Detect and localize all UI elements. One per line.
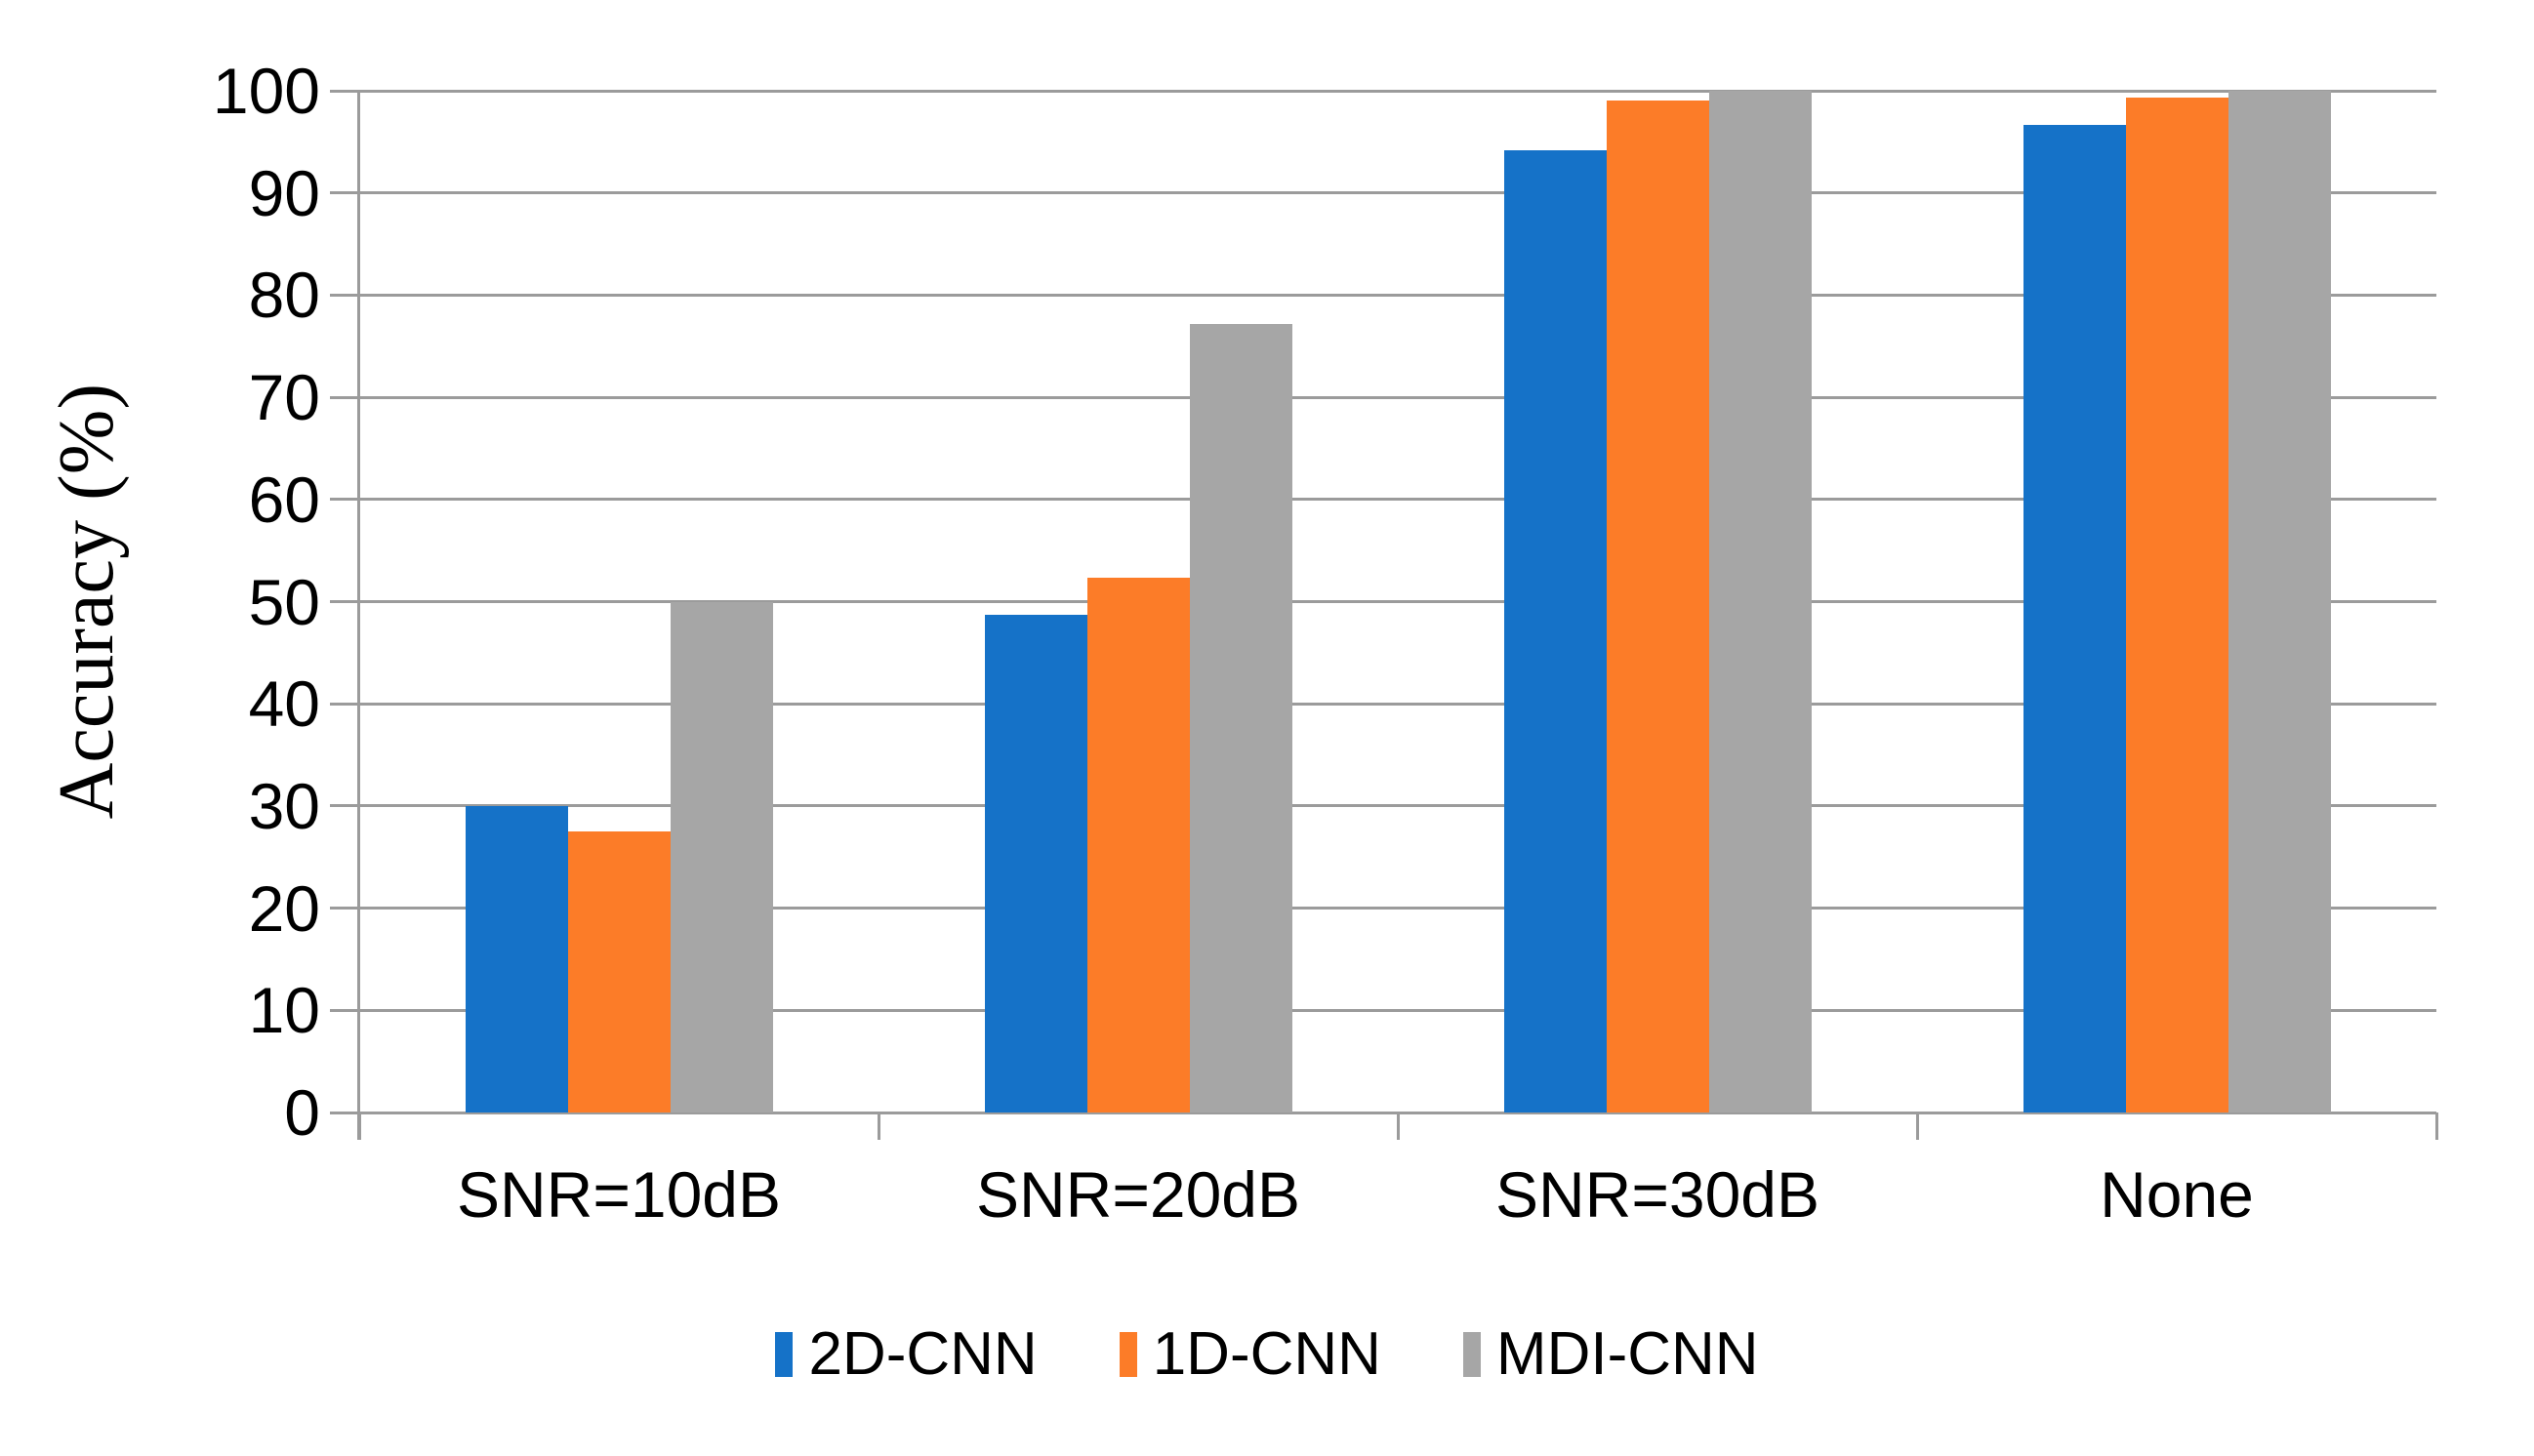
bar-2d-cnn-snr-30db — [1503, 149, 1607, 1112]
x-axis-boundary-tick — [1396, 1112, 1400, 1140]
bar-mdi-cnn-snr-30db — [1708, 91, 1812, 1112]
legend-swatch-1d-cnn — [1119, 1331, 1137, 1377]
x-axis-label-snr-30db: SNR=30dB — [1494, 1158, 1820, 1231]
plot-area: 0 10 20 30 40 50 60 70 80 90 100 — [213, 57, 2438, 1147]
legend-item-1d-cnn: 1D-CNN — [1119, 1319, 1381, 1389]
legend-label-2d-cnn: 2D-CNN — [808, 1320, 1038, 1388]
gridline-y-20 — [359, 907, 2436, 910]
legend-swatch-2d-cnn — [775, 1331, 794, 1377]
gridline-y-30 — [359, 804, 2436, 808]
y-axis-tick-80 — [330, 293, 362, 297]
bar-group-snr-20db — [879, 91, 1398, 1112]
bar-2d-cnn-snr-20db — [984, 615, 1087, 1112]
x-axis-boundary-tick — [2434, 1112, 2438, 1140]
y-axis-tick-label: 10 — [248, 974, 320, 1047]
y-axis-tick-label: 90 — [248, 156, 320, 229]
x-axis-boundary-tick — [357, 1112, 361, 1140]
bar-mdi-cnn-none — [2227, 91, 2331, 1112]
gridline-y-60 — [359, 498, 2436, 502]
y-axis-tick-label: 20 — [248, 871, 320, 945]
y-axis-tick-label: 80 — [248, 259, 320, 332]
bar-2d-cnn-none — [2023, 124, 2126, 1112]
y-axis-tick-label: 30 — [248, 769, 320, 842]
gridline-y-40 — [359, 702, 2436, 706]
y-axis-tick-20 — [330, 907, 362, 910]
y-axis-tick-label: 50 — [248, 565, 320, 638]
y-axis-tick-70 — [330, 395, 362, 399]
bar-1d-cnn-none — [2125, 98, 2228, 1112]
y-axis-line — [357, 91, 360, 1140]
x-axis-boundary-tick — [1915, 1112, 1919, 1140]
x-axis-labels: SNR=10dB SNR=20dB SNR=30dB None — [359, 1157, 2436, 1232]
gridline-y-100 — [359, 89, 2436, 93]
x-axis-label-snr-10db: SNR=10dB — [456, 1158, 782, 1231]
y-axis-tick-label: 100 — [212, 55, 320, 127]
x-axis-label-none: None — [2100, 1158, 2254, 1231]
y-axis-tick-10 — [330, 1008, 362, 1012]
legend: 2D-CNN 1D-CNN MDI-CNN — [0, 1319, 2534, 1389]
gridline-y-90 — [359, 191, 2436, 195]
y-axis-tick-30 — [330, 804, 362, 808]
bar-1d-cnn-snr-10db — [567, 831, 671, 1112]
y-axis-tick-label: 40 — [248, 667, 320, 741]
x-axis-label-snr-20db: SNR=20dB — [975, 1158, 1301, 1231]
y-axis-tick-label: 60 — [248, 463, 320, 536]
gridline-y-10 — [359, 1008, 2436, 1012]
y-axis-tick-label: 70 — [248, 361, 320, 434]
y-axis-tick-40 — [330, 702, 362, 706]
gridline-y-70 — [359, 395, 2436, 399]
gridline-y-50 — [359, 600, 2436, 603]
x-axis-boundary-tick — [877, 1112, 880, 1140]
bar-1d-cnn-snr-30db — [1606, 101, 1709, 1112]
y-axis-tick-50 — [330, 600, 362, 603]
legend-label-1d-cnn: 1D-CNN — [1152, 1320, 1381, 1388]
gridline-y-80 — [359, 293, 2436, 297]
bar-2d-cnn-snr-10db — [465, 805, 568, 1112]
y-axis-tick-100 — [330, 89, 362, 93]
bar-1d-cnn-snr-20db — [1086, 578, 1190, 1112]
legend-swatch-mdi-cnn — [1462, 1331, 1481, 1377]
y-axis-tick-0 — [330, 1111, 362, 1114]
bar-group-none — [1917, 91, 2436, 1112]
y-axis-tick-60 — [330, 498, 362, 502]
legend-item-mdi-cnn: MDI-CNN — [1462, 1319, 1759, 1389]
bar-mdi-cnn-snr-20db — [1189, 323, 1292, 1112]
y-axis-tick-label: 0 — [284, 1076, 320, 1149]
bar-mdi-cnn-snr-10db — [670, 601, 773, 1112]
y-axis-tick-90 — [330, 191, 362, 195]
bar-group-snr-10db — [359, 91, 879, 1112]
legend-label-mdi-cnn: MDI-CNN — [1495, 1320, 1759, 1388]
legend-item-2d-cnn: 2D-CNN — [775, 1319, 1038, 1389]
bar-group-snr-30db — [1398, 91, 1917, 1112]
